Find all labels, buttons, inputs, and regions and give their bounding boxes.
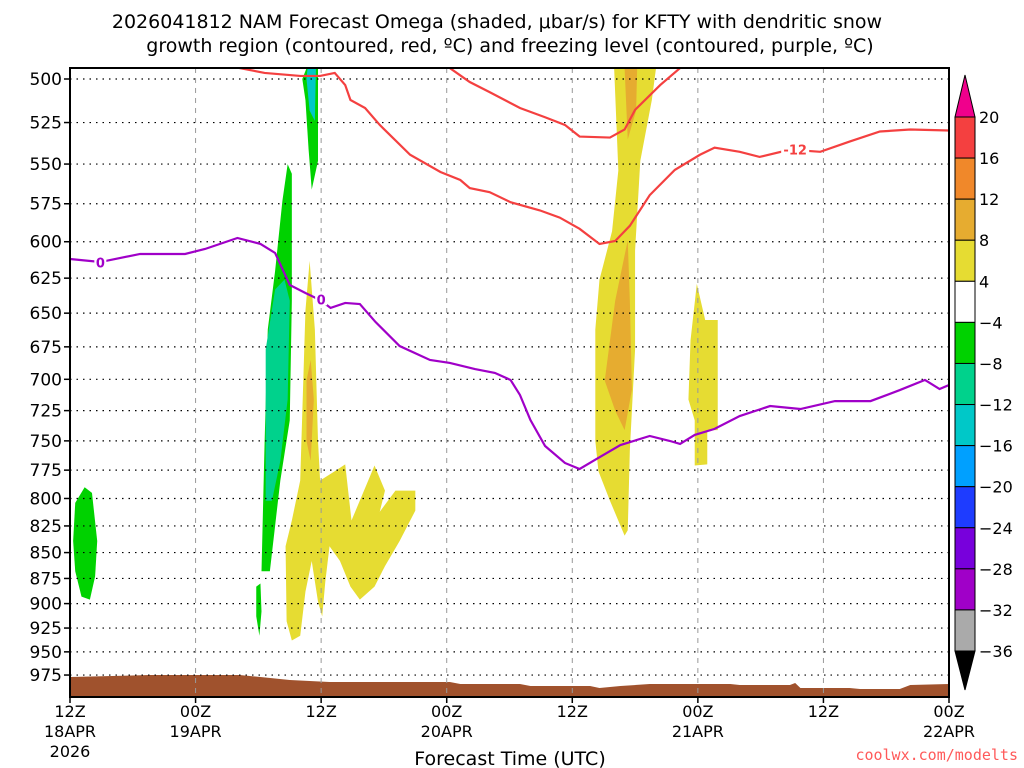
colorbar-swatch: [954, 321, 976, 364]
omega-shaded-region: [306, 68, 316, 121]
colorbar-label: 16: [979, 149, 999, 168]
chart-title-line2: growth region (contoured, red, ºC) and f…: [146, 35, 873, 57]
omega-shaded-region: [306, 359, 314, 461]
y-tick-label: 750: [30, 432, 62, 452]
credit-text: coolwx.com/modelts: [855, 746, 1018, 764]
contour-dendritic-upper: [449, 68, 681, 139]
x-tick-label: 00Z: [431, 702, 462, 721]
colorbar-label: −32: [979, 601, 1013, 620]
y-tick-label: 875: [30, 569, 62, 589]
colorbar-under-triangle: [954, 650, 976, 691]
colorbar-label: 12: [979, 190, 999, 209]
y-tick-label: 575: [30, 195, 62, 215]
contour-label: 0: [317, 293, 326, 308]
y-tick-label: 625: [30, 269, 62, 289]
grid: [70, 68, 949, 697]
x-axis-label: Forecast Time (UTC): [414, 748, 605, 768]
x-tick-label: 00Z: [933, 702, 964, 721]
y-tick-label: 975: [30, 666, 62, 686]
colorbar-swatch: [954, 198, 976, 241]
contour-freezing-level: [70, 236, 949, 471]
x-tick-label: 12Z: [557, 702, 588, 721]
colorbar-swatch: [954, 239, 976, 282]
colorbar-label: 4: [979, 272, 989, 291]
y-tick-label: 800: [30, 489, 62, 509]
contour-label-bg: [315, 291, 328, 306]
y-tick-label: 525: [30, 114, 62, 134]
y-tick-label: 900: [30, 595, 62, 615]
y-tick-label: 725: [30, 402, 62, 422]
x-tick-label: 12Z: [808, 702, 839, 721]
y-tick-label: 700: [30, 370, 62, 390]
colorbar-swatch: [954, 445, 976, 488]
colorbar-label: −24: [979, 519, 1013, 538]
colorbar-label: −20: [979, 478, 1013, 497]
contour-label-bg: [781, 141, 810, 156]
colorbar-swatch: [954, 116, 976, 159]
omega-shaded-region: [265, 279, 290, 501]
x-tick-label: 12Z: [305, 702, 336, 721]
x-tick-label: 00Z: [180, 702, 211, 721]
y-tick-label: 650: [30, 304, 62, 324]
contour-label: 0: [96, 256, 105, 271]
y-tick-label: 600: [30, 233, 62, 253]
colorbar-swatch: [954, 157, 976, 200]
y-tick-label: 675: [30, 338, 62, 358]
omega-shaded-region: [256, 583, 262, 636]
y-tick-label: 850: [30, 544, 62, 564]
colorbar-label: −8: [979, 354, 1003, 373]
omega-shaded-region: [73, 487, 98, 600]
colorbar-label: −4: [979, 313, 1003, 332]
x-tick-label: 18APR: [44, 722, 96, 741]
chart-title-line1: 2026041812 NAM Forecast Omega (shaded, μ…: [112, 11, 882, 33]
colorbar-label: 20: [979, 108, 999, 127]
x-tick-label: 2026: [50, 742, 91, 761]
contour-dendritic-lower: [239, 68, 949, 246]
y-axis-ticks: 500 525 550 575 600 625 650 675 700 725 750 775 800 8…: [30, 70, 70, 686]
colorbar-label: 8: [979, 231, 989, 250]
x-tick-label: 22APR: [923, 722, 975, 741]
plot-area: [70, 68, 949, 697]
colorbar-swatch: [954, 568, 976, 611]
omega-shaded-region: [604, 240, 632, 431]
contour-label-bg: [94, 254, 107, 269]
colorbar-label: −36: [979, 642, 1013, 661]
y-tick-label: 775: [30, 461, 62, 481]
colorbar-swatch: [954, 280, 976, 323]
y-tick-label: 550: [30, 155, 62, 175]
colorbar-swatch: [954, 404, 976, 447]
contours: 0 0 -12: [70, 68, 949, 471]
colorbar-label: −16: [979, 437, 1013, 456]
y-tick-label: 925: [30, 619, 62, 639]
x-tick-label: 21APR: [672, 722, 724, 741]
y-tick-label: 500: [30, 70, 62, 90]
terrain-surface: [70, 675, 949, 697]
omega-shaded-region: [688, 283, 718, 466]
colorbar-label: −12: [979, 396, 1013, 415]
x-tick-label: 12Z: [54, 702, 85, 721]
y-tick-label: 825: [30, 517, 62, 537]
omega-shaded-region: [285, 260, 416, 641]
colorbar-swatch: [954, 362, 976, 406]
colorbar-over-triangle: [954, 74, 976, 118]
contour-label: -12: [783, 143, 807, 158]
plot-frame: [69, 67, 950, 698]
x-tick-label: 20APR: [421, 722, 473, 741]
x-tick-label: 00Z: [682, 702, 713, 721]
colorbar-swatch: [954, 609, 976, 652]
y-tick-label: 950: [30, 643, 62, 663]
x-tick-label: 19APR: [170, 722, 222, 741]
colorbar-label: −28: [979, 560, 1013, 579]
colorbar-swatch: [954, 486, 976, 529]
colorbar: 20 16 12 8 4 −4 −8 −12 −16 −20 −24 −28 −32 −36: [954, 74, 1013, 691]
colorbar-swatch: [954, 527, 976, 570]
